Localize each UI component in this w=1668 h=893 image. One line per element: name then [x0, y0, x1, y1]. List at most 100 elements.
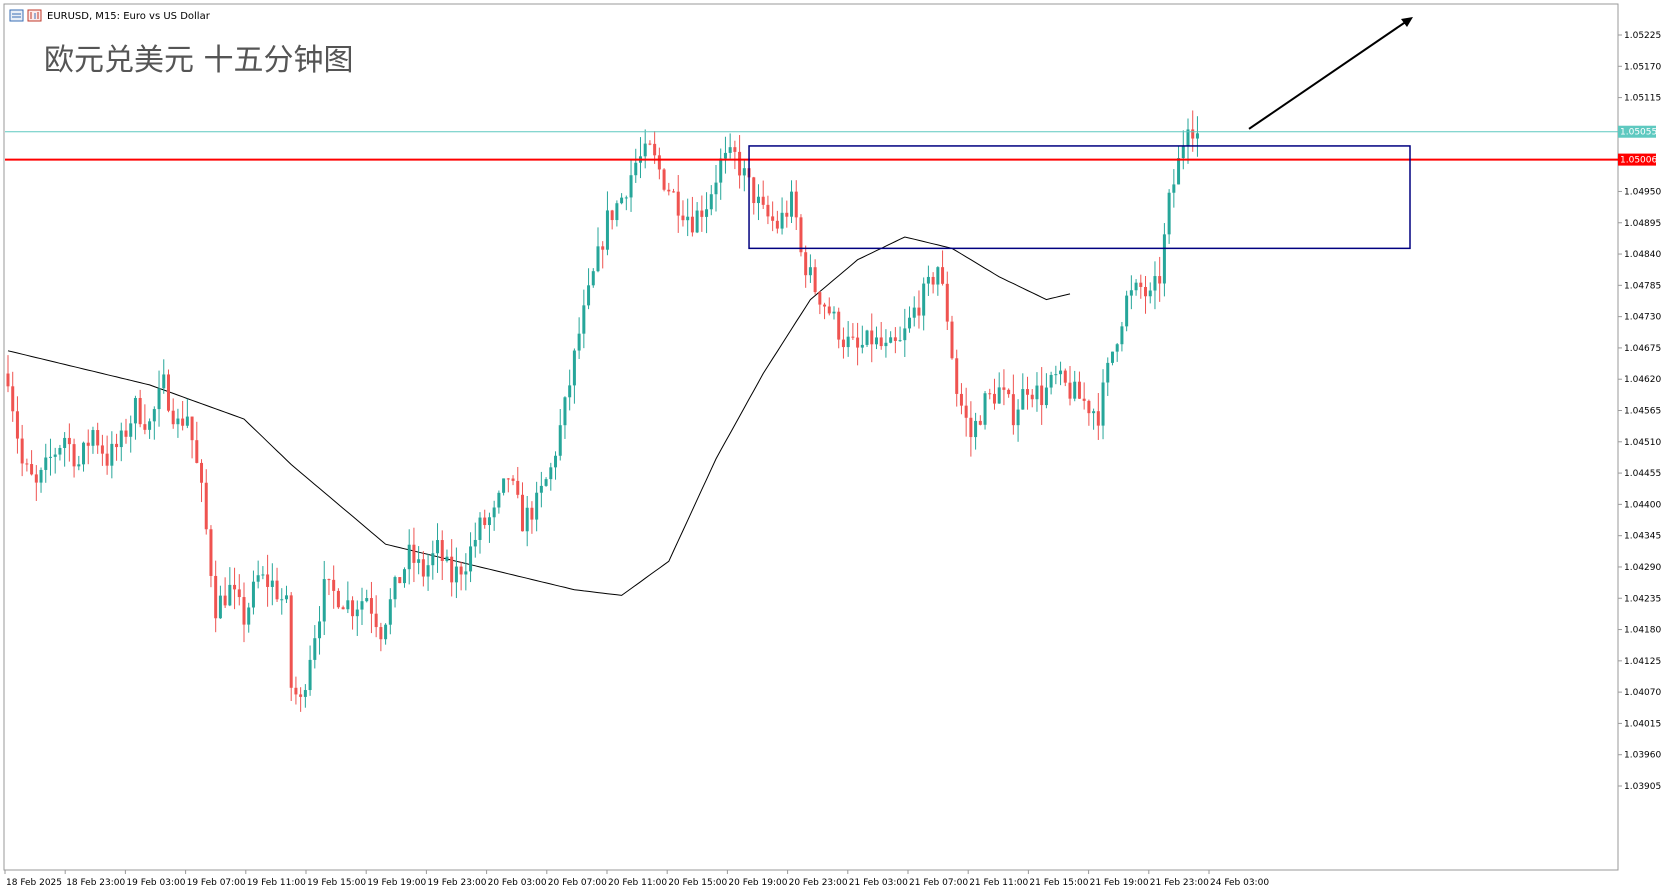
x-tick-label: 18 Feb 23:00	[66, 878, 125, 888]
candle	[705, 192, 709, 234]
candle-body	[794, 191, 798, 218]
candle	[799, 214, 803, 257]
candle	[1073, 370, 1077, 402]
candle	[1059, 361, 1063, 386]
candle-body	[30, 464, 34, 475]
candle-body	[596, 246, 600, 272]
y-tick-label: 1.05115	[1624, 94, 1661, 104]
candle-body	[983, 393, 987, 425]
x-tick-label: 18 Feb 2025	[6, 878, 62, 888]
x-tick-label: 19 Feb 15:00	[307, 878, 366, 888]
candle-body	[223, 595, 227, 606]
candle	[582, 289, 586, 349]
candle	[181, 400, 185, 431]
candle-body	[761, 196, 765, 205]
candle-body	[1158, 276, 1162, 284]
candle-body	[374, 613, 378, 628]
candle	[978, 415, 982, 426]
candle	[690, 196, 694, 237]
candle	[402, 567, 406, 588]
candle	[558, 409, 562, 461]
candle-body	[77, 464, 81, 467]
candle	[445, 549, 449, 563]
candle	[563, 396, 567, 439]
candle	[681, 200, 685, 227]
candle	[96, 422, 100, 454]
candle	[289, 592, 293, 701]
candle	[780, 197, 784, 235]
candle	[266, 554, 270, 607]
candle-body	[82, 442, 86, 465]
candle-body	[723, 152, 727, 159]
candle-body	[426, 565, 430, 577]
candle	[1040, 367, 1044, 425]
candle-body	[86, 442, 90, 446]
candle-body	[865, 330, 869, 345]
candle-body	[398, 577, 402, 584]
candle	[530, 501, 534, 534]
candle-body	[549, 467, 553, 480]
candle	[431, 540, 435, 580]
candle-body	[1153, 276, 1157, 291]
candle-body	[313, 638, 317, 660]
overlays-layer: 1.05055 1.05006	[5, 17, 1657, 250]
candle-body	[1092, 411, 1096, 414]
candle	[643, 129, 647, 169]
candle	[761, 180, 765, 209]
candle-body	[690, 216, 694, 233]
candle-body	[91, 430, 95, 446]
candle-body	[308, 659, 312, 691]
candle	[709, 185, 713, 216]
candle-body	[195, 440, 199, 463]
chart-window-icon[interactable]	[9, 9, 24, 22]
candle	[903, 308, 907, 357]
candle	[549, 462, 553, 491]
candle-body	[572, 350, 576, 386]
y-tick-label: 1.04620	[1624, 375, 1661, 385]
candle-body	[266, 574, 270, 587]
candle	[587, 268, 591, 310]
candle-body	[1120, 326, 1124, 345]
candle	[360, 587, 364, 625]
timeframe-icon[interactable]	[27, 9, 42, 22]
y-tick-label: 1.04180	[1624, 626, 1661, 636]
candle	[1158, 256, 1162, 302]
candle	[898, 326, 902, 342]
candle-body	[530, 507, 534, 520]
candle	[520, 482, 524, 532]
candle	[473, 522, 477, 558]
candle-body	[355, 609, 359, 617]
candle-body	[1077, 381, 1081, 399]
candle	[34, 465, 38, 501]
candle-body	[988, 393, 992, 395]
candle	[152, 406, 156, 440]
x-tick-label: 21 Feb 07:00	[909, 878, 968, 888]
candle-body	[629, 175, 633, 198]
candle	[143, 404, 147, 435]
candle-body	[39, 469, 43, 483]
candle	[723, 136, 727, 174]
candle-body	[242, 597, 246, 625]
candle	[1167, 189, 1171, 244]
candle	[742, 158, 746, 192]
current-price-tag	[1618, 125, 1656, 138]
candle-body	[105, 453, 109, 466]
candle-body	[959, 393, 963, 406]
candle-body	[799, 217, 803, 253]
candle	[233, 567, 237, 610]
candle-body	[157, 388, 161, 410]
candle-body	[1030, 394, 1034, 400]
x-tick-label: 20 Feb 15:00	[668, 878, 727, 888]
y-tick-label: 1.04125	[1624, 657, 1661, 667]
candle-body	[653, 143, 657, 156]
candle-body	[237, 589, 241, 598]
candle	[1087, 399, 1091, 426]
y-tick-label: 1.04785	[1624, 281, 1661, 291]
candle	[242, 582, 246, 643]
x-tick-label: 19 Feb 03:00	[126, 878, 185, 888]
candle	[393, 575, 397, 608]
candle	[1129, 275, 1133, 310]
candle	[426, 553, 430, 591]
candle-body	[790, 191, 794, 217]
candle	[544, 477, 548, 487]
